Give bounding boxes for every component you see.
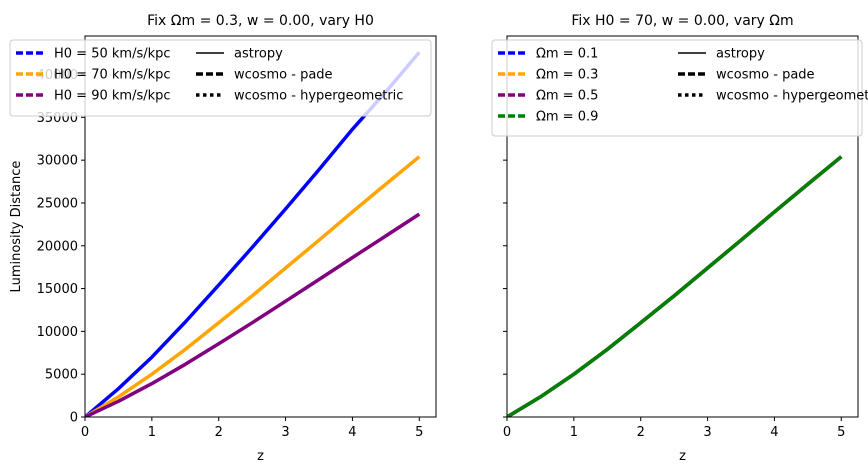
x-tick-label: 0: [503, 425, 511, 440]
x-tick-label: 5: [415, 425, 423, 440]
series-line-4: [507, 155, 843, 417]
x-tick-label: 3: [281, 425, 289, 440]
x-tick-label: 2: [215, 425, 223, 440]
series-line-2: [85, 155, 421, 417]
chart-panel-1: 0 1 2 3 4 50500010000150002000025000300003500…: [9, 13, 437, 464]
legend-entry: H0 = 70 km/s/kpc: [54, 68, 171, 83]
x-axis-label: z: [679, 449, 686, 464]
x-tick-label: 1: [570, 425, 578, 440]
x-tick-label: 3: [703, 425, 711, 440]
legend-style-entry: wcosmo - hypergeometric: [234, 89, 403, 104]
legend-entry: Ωm = 0.1: [536, 47, 598, 62]
y-tick-label: 25000: [37, 196, 78, 211]
legend-style-entry: wcosmo - hypergeometric: [716, 89, 868, 104]
legend-box: [491, 39, 863, 137]
legend-entry: Ωm = 0.5: [536, 89, 598, 104]
legend-entry: Ωm = 0.9: [536, 110, 598, 125]
legend: H0 = 50 km/s/kpc H0 = 70 km/s/kpc H0 = 90 …: [9, 39, 432, 117]
axes-frame: [84, 35, 437, 418]
legend-style-entry: astropy: [716, 47, 765, 62]
legend-entry: H0 = 50 km/s/kpc: [54, 47, 171, 62]
legend: Ωm = 0.1 Ωm = 0.3 Ωm = 0.5 Ωm = 0.9 astropy w…: [491, 39, 868, 137]
legend-style-entry: astropy: [234, 47, 283, 62]
x-tick-label: 0: [81, 425, 89, 440]
legend-style-entry: wcosmo - pade: [234, 68, 333, 83]
legend-entry: Ωm = 0.3: [536, 68, 598, 83]
x-tick-label: 2: [637, 425, 645, 440]
chart-title: Fix H0 = 70, w = 0.00, vary Ωm: [571, 13, 793, 29]
series-group: [507, 155, 843, 417]
legend-style-entry: wcosmo - pade: [716, 68, 815, 83]
legend-box: [9, 39, 432, 117]
y-tick-label: 10000: [37, 325, 78, 340]
series-group: [85, 51, 421, 417]
y-tick-label: 5000: [45, 368, 78, 383]
y-tick-label: 20000: [37, 239, 78, 254]
x-axis-label: z: [257, 449, 264, 464]
x-tick-label: 4: [770, 425, 778, 440]
x-tick-label: 1: [148, 425, 156, 440]
y-tick-label: 15000: [37, 282, 78, 297]
axes-frame: [506, 35, 859, 418]
y-tick-label: 30000: [37, 154, 78, 169]
legend-entry: H0 = 90 km/s/kpc: [54, 89, 171, 104]
chart-panel-2: 0 1 2 3 4 5 z Fix H0 = 70, w = 0.00, vary Ωm Ωm …: [491, 13, 868, 464]
x-tick-label: 5: [837, 425, 845, 440]
series-line-1: [85, 51, 421, 417]
x-tick-label: 4: [348, 425, 356, 440]
y-tick-label: 0: [70, 411, 78, 426]
series-line-3: [85, 212, 421, 417]
chart-title: Fix Ωm = 0.3, w = 0.00, vary H0: [147, 13, 374, 29]
y-axis-label: Luminosity Distance: [9, 161, 24, 293]
